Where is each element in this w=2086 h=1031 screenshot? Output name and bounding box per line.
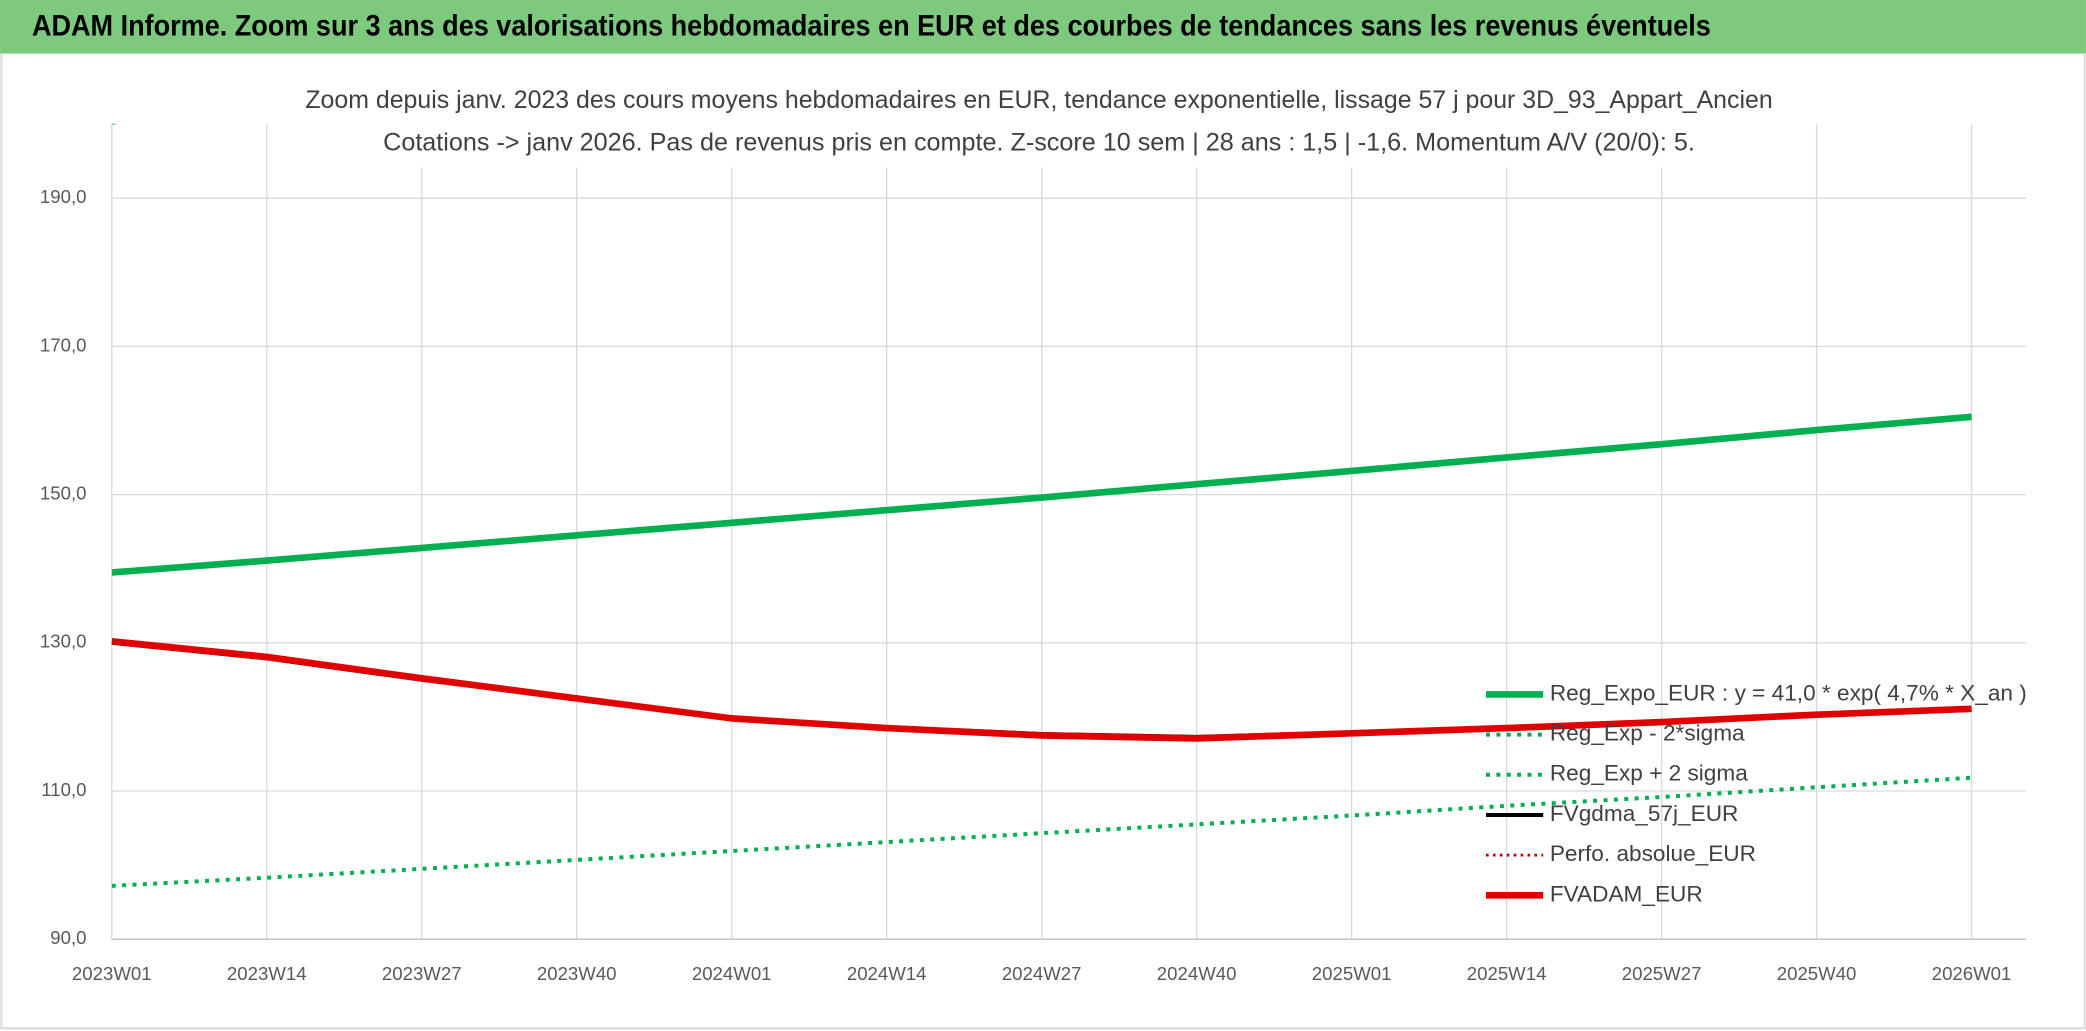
y-tick-label: 110,0 [41,779,86,800]
y-tick-label: 170,0 [40,334,87,355]
chart-title: Zoom depuis janv. 2023 des cours moyens … [305,86,1772,114]
series-line [111,638,1972,742]
title-box [295,79,1780,168]
chart-subtitle: Cotations -> janv 2026. Pas de revenus p… [383,128,1695,156]
x-tick-label: 2023W01 [72,963,152,984]
legend-label: FVgdma_57j_EUR [1550,801,1739,826]
x-tick-label: 2025W14 [1467,963,1547,984]
x-tick-label: 2024W27 [1002,963,1082,984]
plot-area [111,123,2027,940]
header-bar [0,0,2086,54]
chart-frame [0,52,2086,1030]
x-tick-label: 2024W40 [1157,963,1237,984]
legend-label: Perfo. absolue_EUR [1550,841,1756,866]
legend-label: FVADAM_EUR [1550,881,1703,906]
y-tick-label: 130,0 [40,631,87,652]
x-tick-label: 2024W01 [692,963,772,984]
header-title: ADAM Informe. Zoom sur 3 ans des valoris… [32,11,1711,43]
y-tick-label: 150,0 [40,483,87,504]
y-tick-label: 90,0 [50,927,86,948]
legend-label: Reg_Exp - 2*sigma [1550,721,1745,746]
x-tick-label: 2023W40 [537,963,617,984]
x-tick-label: 2023W27 [382,963,462,984]
x-tick-label: 2024W14 [847,963,927,984]
x-tick-label: 2025W40 [1777,963,1857,984]
legend-label: Reg_Exp + 2 sigma [1550,761,1748,786]
legend-label: Reg_Expo_EUR : y = 41,0 * exp( 4,7% * X_… [1550,680,2027,705]
x-tick-label: 2025W01 [1312,963,1392,984]
x-tick-label: 2023W14 [227,963,307,984]
y-tick-label: 190,0 [40,186,87,207]
x-tick-label: 2025W27 [1622,963,1702,984]
series-line [111,413,1972,576]
x-tick-label: 2026W01 [1932,963,2012,984]
